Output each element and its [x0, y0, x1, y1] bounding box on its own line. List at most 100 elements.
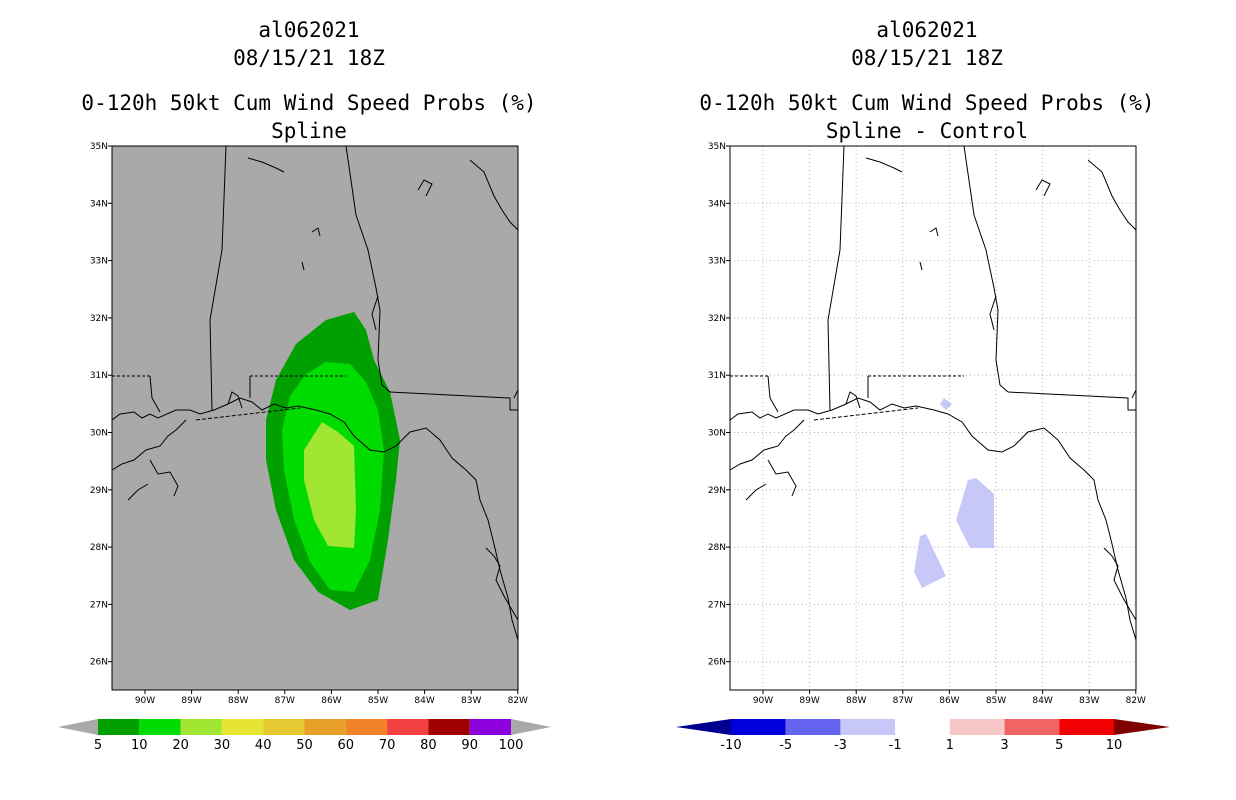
lat-label: 26N [708, 658, 726, 668]
lat-label: 27N [90, 600, 108, 610]
lon-label: 87W [893, 696, 913, 706]
left-lat-labels: 35N 34N 33N 32N 31N 30N 29N 28N 27N 26N [90, 142, 112, 668]
colorbar-swatch [304, 719, 346, 735]
lat-label: 28N [708, 543, 726, 553]
left-panel: al062021 08/15/21 18Z 0-120h 50kt Cum Wi… [58, 18, 551, 753]
lon-label: 89W [799, 696, 819, 706]
colorbar-label: -1 [889, 738, 902, 753]
colorbar-low-triangle [58, 719, 98, 735]
colorbar-swatch [345, 719, 388, 735]
lon-label: 82W [1126, 696, 1146, 706]
colorbar-swatch [785, 719, 841, 735]
lon-label: 89W [181, 696, 201, 706]
lat-label: 28N [90, 543, 108, 553]
left-colorbar: 5 10 20 30 40 50 60 70 80 90 100 [58, 719, 551, 753]
lon-label: 84W [414, 696, 434, 706]
left-coastlines-borders [111, 145, 519, 641]
lat-label: 33N [708, 257, 726, 267]
lon-label: 90W [753, 696, 773, 706]
lon-label: 87W [275, 696, 295, 706]
colorbar-label: 10 [1106, 738, 1123, 753]
colorbar-label: 5 [94, 738, 102, 753]
colorbar-swatch [263, 719, 305, 735]
lat-label: 26N [90, 658, 108, 668]
right-lon-labels: 90W 89W 88W 87W 86W 85W 84W 83W 82W [753, 690, 1146, 706]
diff-contour-neg-a [956, 478, 994, 548]
colorbar-label: 80 [420, 738, 437, 753]
colorbar-swatch [949, 719, 1005, 735]
lat-label: 32N [90, 314, 108, 324]
colorbar-swatch [428, 719, 470, 735]
colorbar-label: 30 [214, 738, 231, 753]
colorbar-label: 20 [172, 738, 189, 753]
lon-label: 82W [508, 696, 528, 706]
lon-label: 88W [846, 696, 866, 706]
colorbar-label: 70 [379, 738, 396, 753]
colorbar-label: -5 [779, 738, 792, 753]
colorbar-swatch [469, 719, 511, 735]
right-coastlines-borders [729, 145, 1137, 641]
colorbar-swatch [840, 719, 896, 735]
lat-label: 29N [90, 486, 108, 496]
colorbar-label: 60 [338, 738, 355, 753]
lat-label: 31N [90, 371, 108, 381]
colorbar-swatch [387, 719, 429, 735]
lon-label: 83W [1079, 696, 1099, 706]
lat-label: 34N [90, 199, 108, 209]
right-subtitle: Spline - Control [825, 119, 1029, 143]
lat-label: 29N [708, 486, 726, 496]
diff-contour-neg-c [940, 398, 952, 410]
right-product-title: 0-120h 50kt Cum Wind Speed Probs (%) [699, 91, 1155, 115]
right-datetime: 08/15/21 18Z [851, 46, 1003, 70]
right-lat-labels: 35N 34N 33N 32N 31N 30N 29N 28N 27N 26N [708, 142, 730, 668]
lat-label: 27N [708, 600, 726, 610]
lat-label: 32N [708, 314, 726, 324]
left-lon-labels: 90W 89W 88W 87W 86W 85W 84W 83W 82W [135, 690, 528, 706]
lat-label: 30N [90, 429, 108, 439]
lat-label: 34N [708, 199, 726, 209]
colorbar-swatch [895, 719, 950, 735]
colorbar-label: 5 [1055, 738, 1063, 753]
colorbar-swatch [731, 719, 786, 735]
colorbar-swatch [180, 719, 222, 735]
colorbar-label: 10 [131, 738, 148, 753]
right-panel: al062021 08/15/21 18Z 0-120h 50kt Cum Wi… [618, 0, 1236, 800]
lon-label: 85W [368, 696, 388, 706]
lon-label: 88W [228, 696, 248, 706]
colorbar-swatch [221, 719, 264, 735]
lon-label: 85W [986, 696, 1006, 706]
colorbar-low-triangle [676, 719, 731, 735]
lat-label: 31N [708, 371, 726, 381]
left-product-title: 0-120h 50kt Cum Wind Speed Probs (%) [81, 91, 537, 115]
colorbar-label: 90 [461, 738, 478, 753]
lon-label: 84W [1032, 696, 1052, 706]
colorbar-swatch [98, 719, 140, 735]
left-datetime: 08/15/21 18Z [233, 46, 385, 70]
colorbar-label: 50 [296, 738, 313, 753]
right-map: 35N 34N 33N 32N 31N 30N 29N 28N 27N 26N 90W 89W 88W… [676, 142, 1170, 753]
left-storm-id: al062021 [258, 18, 360, 42]
colorbar-label: -10 [720, 738, 741, 753]
colorbar-label: 100 [499, 738, 524, 753]
right-colorbar: -10 -5 -3 -1 1 3 5 10 [676, 719, 1170, 753]
lon-label: 86W [939, 696, 959, 706]
lon-label: 86W [321, 696, 341, 706]
lon-label: 83W [461, 696, 481, 706]
colorbar-label: 1 [946, 738, 954, 753]
prob-contour-20 [304, 422, 356, 548]
diff-contour-neg-b [914, 534, 946, 588]
right-storm-id: al062021 [876, 18, 978, 42]
left-map: 35N 34N 33N 32N 31N 30N 29N 28N 27N 26N 90W 89W 88W… [58, 142, 551, 753]
right-map-background [730, 146, 1136, 690]
colorbar-high-triangle [1114, 719, 1170, 735]
lat-label: 35N [90, 142, 108, 152]
lat-label: 30N [708, 429, 726, 439]
colorbar-high-triangle [511, 719, 551, 735]
lon-label: 90W [135, 696, 155, 706]
colorbar-swatch [1004, 719, 1060, 735]
lat-label: 35N [708, 142, 726, 152]
colorbar-label: 40 [255, 738, 272, 753]
colorbar-swatch [139, 719, 181, 735]
left-subtitle: Spline [271, 119, 347, 143]
colorbar-swatch [1059, 719, 1114, 735]
